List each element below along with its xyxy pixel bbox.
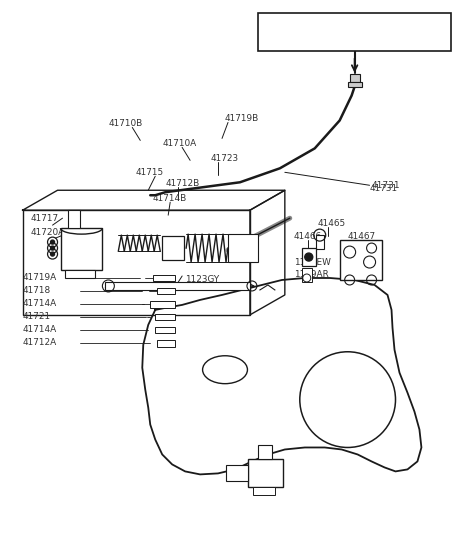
Bar (155, 327, 175, 333)
Bar (105, 282, 250, 290)
Bar (162, 236, 184, 260)
Text: 41714A: 41714A (23, 299, 57, 309)
Circle shape (50, 240, 55, 244)
Bar (68, 210, 80, 228)
Text: 41710A: 41710A (162, 139, 196, 148)
Text: 41465: 41465 (318, 219, 346, 227)
Text: , 41712A: , 41712A (345, 38, 391, 47)
Text: 41714A: 41714A (23, 326, 57, 334)
Text: 41717: 41717 (30, 214, 59, 222)
Bar (150, 301, 175, 308)
Circle shape (50, 252, 55, 256)
Text: 41718: 41718 (23, 287, 51, 295)
Circle shape (300, 352, 395, 448)
Text: 41712B: 41712B (165, 179, 200, 188)
Bar (66, 270, 96, 278)
Bar (228, 234, 258, 262)
Bar (248, 459, 283, 487)
Text: 41710B: 41710B (109, 119, 143, 128)
Text: 41-416: 41-416 (306, 38, 340, 47)
Text: 41467: 41467 (347, 232, 376, 241)
Text: 1129AR: 1129AR (294, 271, 328, 279)
Text: 41731: 41731 (371, 181, 400, 190)
Bar (61, 228, 103, 270)
Ellipse shape (202, 356, 248, 384)
Bar (350, 73, 359, 82)
Text: 1123GY: 1123GY (185, 276, 219, 284)
Bar (258, 446, 272, 459)
Text: 41714B: 41714B (152, 194, 187, 203)
Text: 41719B: 41719B (225, 114, 259, 123)
Bar (340, 240, 382, 280)
Bar (253, 487, 275, 495)
Circle shape (50, 246, 55, 250)
Bar (157, 288, 175, 294)
Text: CLUTCH MASTER CYLINDER: CLUTCH MASTER CYLINDER (264, 21, 390, 30)
Text: * REF.: * REF. (264, 38, 304, 47)
Circle shape (305, 253, 313, 261)
Text: 41721: 41721 (23, 312, 51, 321)
Text: 41723: 41723 (210, 154, 238, 163)
Text: 41715: 41715 (135, 168, 164, 177)
Text: 41720A: 41720A (30, 227, 65, 237)
Bar (258, 13, 451, 50)
Bar (316, 235, 324, 249)
Text: 41731: 41731 (370, 184, 398, 193)
Text: 41712A: 41712A (23, 338, 57, 347)
Bar (302, 248, 316, 266)
Text: 41719A: 41719A (23, 273, 57, 282)
Text: 1129EW: 1129EW (294, 258, 331, 266)
Bar (347, 82, 362, 87)
Bar (302, 268, 312, 282)
Text: 41466: 41466 (294, 232, 322, 241)
Polygon shape (142, 278, 421, 475)
Bar (153, 275, 175, 281)
Bar (157, 340, 175, 347)
Bar (155, 314, 175, 320)
Bar (23, 210, 250, 315)
Bar (226, 465, 248, 481)
